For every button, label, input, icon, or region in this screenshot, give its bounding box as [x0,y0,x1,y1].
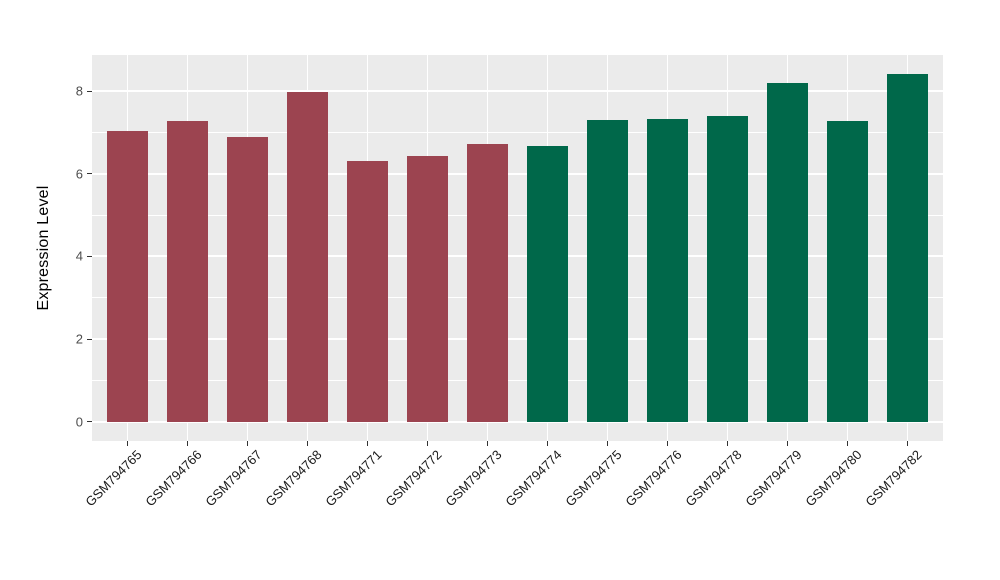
major-gridline [92,90,943,92]
x-tick-mark [247,441,248,446]
x-tick-mark [727,441,728,446]
minor-gridline [92,131,943,133]
x-tick-mark [667,441,668,446]
x-tick-mark [427,441,428,446]
x-tick-label-text: GSM794772 [381,447,445,510]
bar-GSM794767 [226,136,269,422]
minor-gridline [92,214,943,216]
y-tick-mark [87,255,92,257]
y-tick-mark [87,173,92,175]
bar-GSM794779 [766,82,809,422]
bar-GSM794771 [346,161,389,422]
x-tick-mark [367,441,368,446]
plot-panel [92,55,943,441]
x-tick-mark [847,441,848,446]
bar-GSM794772 [406,155,449,422]
x-tick-mark [547,441,548,446]
x-tick-label-text: GSM794779 [741,447,805,510]
x-tick-label-text: GSM794768 [261,447,325,510]
x-tick-mark [607,441,608,446]
bar-GSM794782 [886,73,929,422]
y-tick-label: 2 [75,331,83,347]
x-tick-label-text: GSM794766 [141,447,205,510]
x-tick-label-text: GSM794767 [201,447,265,510]
major-gridline [92,338,943,340]
bar-GSM794780 [826,121,869,422]
x-tick-mark [127,441,128,446]
x-tick-label-text: GSM794771 [321,447,385,510]
x-tick-mark [907,441,908,446]
x-tick-label-text: GSM794775 [561,447,625,510]
x-tick-mark [787,441,788,446]
minor-gridline [92,297,943,299]
y-tick-label: 6 [75,166,83,182]
x-tick-label-text: GSM794774 [501,447,565,510]
x-tick-label-text: GSM794778 [681,447,745,510]
x-tick-label-text: GSM794782 [861,447,925,510]
x-tick-mark [487,441,488,446]
major-gridline [92,255,943,258]
bar-GSM794774 [526,145,569,422]
x-tick-label-text: GSM794780 [801,447,865,510]
bar-GSM794766 [166,120,209,422]
y-tick-label: 8 [75,83,83,99]
bar-GSM794776 [646,118,689,422]
bar-GSM794778 [706,115,749,422]
bar-GSM794768 [286,91,329,422]
bar-GSM794765 [106,131,149,422]
y-tick-mark [87,421,92,423]
x-tick-label-text: GSM794776 [621,447,685,510]
y-tick-mark [87,90,92,92]
minor-gridline [92,379,943,381]
y-tick-label: 0 [75,414,83,430]
y-tick-mark [87,338,92,340]
x-tick-label-text: GSM794765 [81,447,145,510]
x-tick-mark [187,441,188,446]
y-tick-label: 4 [75,248,83,264]
x-tick-mark [307,441,308,446]
bar-GSM794775 [586,119,629,422]
major-gridline [92,420,943,423]
y-axis-title-text: Expression Level [35,185,52,311]
x-tick-label-text: GSM794773 [441,447,505,510]
bar-GSM794773 [466,144,509,422]
major-gridline [92,172,943,175]
